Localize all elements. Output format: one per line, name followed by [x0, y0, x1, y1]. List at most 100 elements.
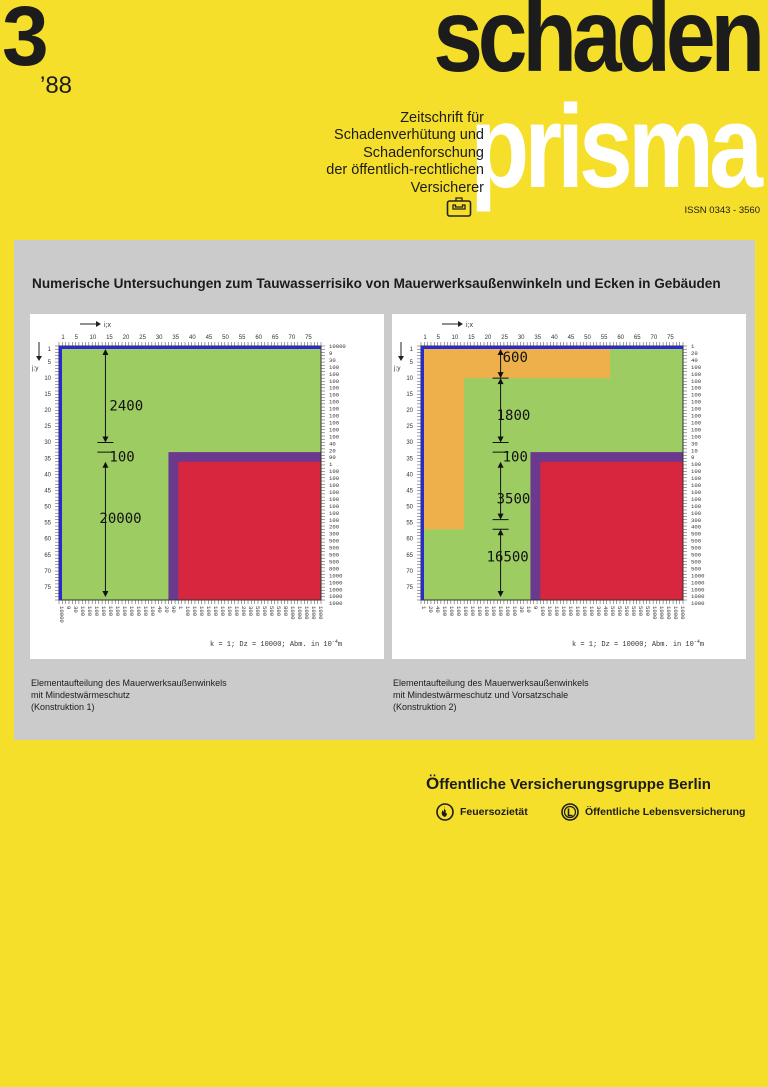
top-tick-label: 25	[139, 335, 146, 341]
left-tick-label: 20	[406, 408, 413, 414]
right-dimension-value: 800	[329, 565, 340, 572]
right-dimension-value: 500	[691, 565, 702, 572]
bottom-dimension-value: 800	[282, 606, 289, 617]
masthead-subtitle: Zeitschrift für Schadenverhütung und Sch…	[326, 110, 484, 197]
bottom-dimension-value: 1	[177, 606, 184, 610]
bottom-dimension-value: 100	[205, 606, 212, 617]
element-grid-diagram-1: i;xj;y1 5 10 15 20 25 30 35 40 45 50 55 60 65 70 751510…	[31, 321, 346, 649]
top-tick-label: 75	[667, 335, 674, 341]
top-tick-label: 35	[172, 335, 179, 341]
bottom-dimension-value: 100	[469, 606, 476, 617]
caption-line: Elementaufteilung des Mauerwerksaußenwin…	[393, 678, 589, 688]
left-tick-label: 15	[406, 392, 413, 398]
bottom-dimension-value: 40	[156, 606, 163, 613]
bottom-dimension-value: 100	[448, 606, 455, 617]
lebensversicherung-logo-icon	[561, 803, 579, 822]
right-dimension-value: 100	[329, 475, 340, 482]
bottom-dimension-value: 100	[226, 606, 233, 617]
right-dimension-value: 100	[691, 482, 702, 489]
right-dimension-value: 100	[691, 385, 702, 392]
lebensversicherung-label: Öffentliche Lebensversicherung	[585, 806, 746, 818]
issn-number: ISSN 0343 - 3560	[684, 205, 760, 216]
right-dimension-value: 100	[329, 385, 340, 392]
caption-line: (Konstruktion 1)	[31, 702, 95, 713]
right-dimension-value: 10000	[329, 343, 346, 350]
left-tick-label: 60	[406, 537, 413, 543]
bottom-dimension-value: 100	[483, 606, 490, 617]
bottom-dimension-value: 100	[560, 606, 567, 617]
right-dimension-value: 100	[329, 489, 340, 496]
caption-line: mit Mindestwärmeschutz und Vorsatzschale	[393, 690, 569, 701]
right-dimension-value: 500	[691, 538, 702, 545]
right-dimension-value: 500	[329, 538, 340, 545]
feuersozietaet-label: Feuersozietät	[460, 806, 528, 818]
top-tick-label: 25	[501, 335, 508, 341]
bottom-dimension-value: 100	[462, 606, 469, 617]
right-dimension-value: 100	[691, 503, 702, 510]
bottom-dimension-value: 1000	[310, 606, 317, 620]
figure-caption-1: Elementaufteilung des Mauerwerksaußenwin…	[31, 677, 371, 713]
left-tick-label: 25	[406, 424, 413, 430]
bottom-dimension-value: 500	[616, 606, 623, 617]
bottom-dimension-value: 500	[644, 606, 651, 617]
left-tick-label: 45	[44, 488, 51, 494]
bottom-dimension-value: 30	[518, 606, 525, 613]
bottom-dimension-value: 100	[212, 606, 219, 617]
right-dimension-value: 100	[329, 378, 340, 385]
left-tick-label: 30	[406, 440, 413, 446]
bottom-dimension-value: 9	[65, 606, 72, 609]
right-dimension-value: 500	[691, 545, 702, 552]
subtitle-line: Zeitschrift für	[400, 110, 484, 126]
bottom-dimension-value: 1	[420, 606, 427, 610]
dimension-arrowhead	[102, 349, 109, 355]
bottom-dimension-value: 500	[609, 606, 616, 617]
left-tick-label: 70	[406, 569, 413, 575]
right-dimension-value: 100	[329, 364, 340, 371]
right-dimension-value: 1000	[691, 586, 705, 593]
right-dimension-value: 500	[691, 552, 702, 559]
right-dimension-value: 100	[329, 371, 340, 378]
right-dimension-value: 1000	[329, 579, 343, 586]
bottom-dimension-value: 500	[623, 606, 630, 617]
left-tick-label: 40	[406, 472, 413, 478]
top-tick-label: 75	[305, 335, 312, 341]
bottom-dimension-value: 1000	[289, 606, 296, 620]
right-dimension-value: 1000	[329, 586, 343, 593]
dimension-label: 2400	[109, 398, 143, 414]
bottom-dimension-value: 100	[581, 606, 588, 617]
bottom-dimension-value: 100	[121, 606, 128, 617]
right-dimension-value: 100	[329, 392, 340, 399]
right-dimension-value: 100	[691, 406, 702, 413]
dimension-arrowhead	[497, 436, 504, 443]
bottom-dimension-value: 9	[532, 606, 539, 609]
feuersozietaet-logo-icon	[436, 803, 454, 822]
right-dimension-value: 100	[329, 510, 340, 517]
caption-line: (Konstruktion 2)	[393, 702, 457, 713]
top-tick-label: 20	[123, 335, 130, 341]
bottom-dimension-value: 100	[149, 606, 156, 617]
cladding-layer	[421, 346, 611, 530]
figure-construction-1: i;x j;y 1 5 10 15 20 25 30 35 40 45 50 55 60 65 70 75 1 5 10…	[30, 314, 384, 659]
right-dimension-value: 100	[329, 468, 340, 475]
bottom-dimension-value: 10000	[58, 606, 65, 623]
right-dimension-value: 100	[329, 503, 340, 510]
bottom-dimension-value: 100	[455, 606, 462, 617]
top-tick-label: 60	[617, 335, 624, 341]
right-dimension-value: 1000	[329, 593, 343, 600]
subtitle-line: Schadenforschung	[363, 144, 484, 161]
left-tick-label: 35	[406, 456, 413, 462]
dimension-label: 100	[109, 450, 134, 466]
bottom-dimension-value: 100	[100, 606, 107, 617]
dimension-label: 20000	[99, 511, 141, 527]
left-tick-label: 75	[406, 585, 413, 591]
right-dimension-value: 30	[329, 357, 336, 364]
bottom-dimension-value: 300	[595, 606, 602, 617]
right-dimension-value: 20	[691, 350, 698, 357]
dimension-arrowhead	[102, 591, 109, 597]
subtitle-line: Versicherer	[410, 179, 484, 196]
bottom-dimension-value: 100	[93, 606, 100, 617]
issue-number: 3	[2, 0, 49, 83]
right-dimension-value: 100	[329, 496, 340, 503]
bottom-dimension-value: 500	[254, 606, 261, 617]
left-tick-label: 20	[44, 408, 51, 414]
